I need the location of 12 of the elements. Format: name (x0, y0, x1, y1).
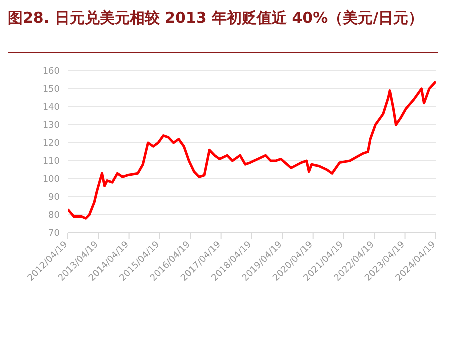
y-tick-label: 130 (42, 121, 60, 132)
line-series (68, 80, 436, 220)
y-tick-label: 70 (48, 229, 60, 240)
y-tick-label: 140 (42, 103, 60, 114)
y-tick-label: 120 (42, 139, 60, 150)
y-tick-label: 160 (42, 67, 60, 78)
chart-title: 图28. 日元兑美元相较 2013 年初贬值近 40%（美元/日元） (8, 8, 425, 29)
y-tick-label: 90 (48, 193, 60, 204)
y-tick-label: 150 (42, 85, 60, 96)
y-tick-label: 80 (48, 211, 60, 222)
y-tick-label: 110 (42, 157, 60, 168)
y-tick-label: 100 (42, 175, 60, 186)
